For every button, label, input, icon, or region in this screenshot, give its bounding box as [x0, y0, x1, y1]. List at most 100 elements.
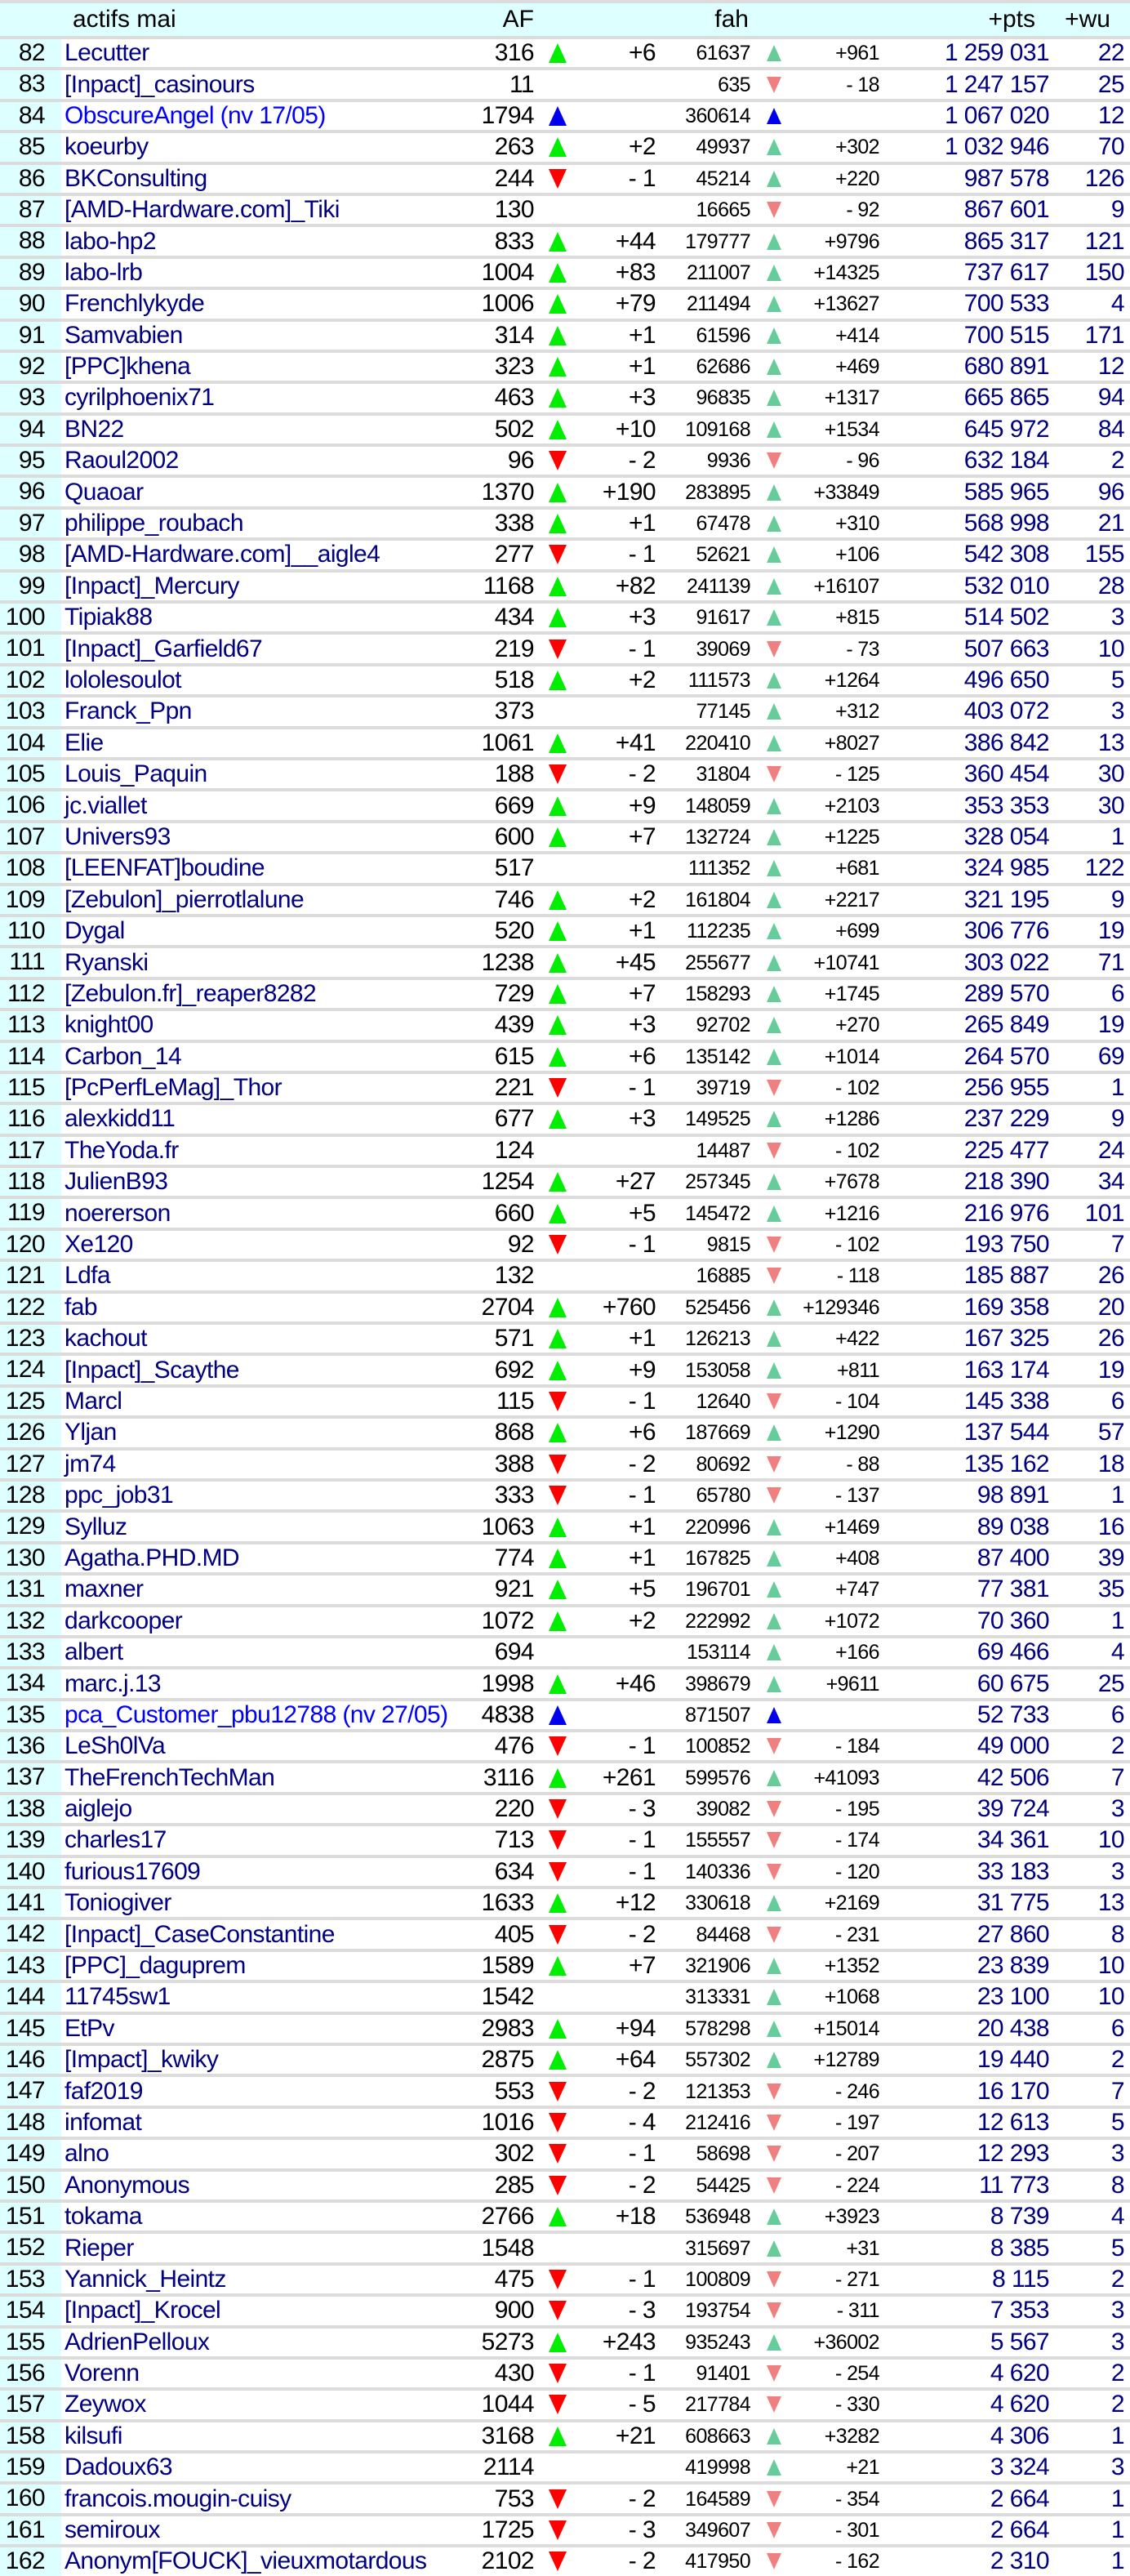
member-name-link[interactable]: Carbon_14	[65, 1042, 182, 1070]
member-name-link[interactable]: aiglejo	[65, 1795, 132, 1823]
member-name-link[interactable]: BKConsulting	[65, 164, 207, 192]
member-name-link[interactable]: 11745sw1	[65, 1983, 171, 2011]
member-name-link[interactable]: maxner	[65, 1575, 144, 1603]
member-name-link[interactable]: [Inpact]_casinours	[65, 70, 255, 98]
fah-value: 313331	[685, 1985, 750, 2009]
member-name-link[interactable]: Yannick_Heintz	[65, 2265, 226, 2293]
member-name-link[interactable]: lololesoulot	[65, 666, 182, 693]
member-name-link[interactable]: Rieper	[65, 2234, 134, 2262]
table-row: 145 EtPv 2983 +94 578298 +15014 20 438 6	[0, 2011, 1130, 2043]
member-name-link[interactable]: Yljan	[65, 1419, 117, 1446]
member-name-link[interactable]: ObscureAngel (nv 17/05)	[65, 101, 326, 129]
header-name[interactable]: actifs mai	[73, 6, 176, 33]
af-trend	[539, 1669, 576, 1697]
member-name-link[interactable]: albert	[65, 1638, 123, 1666]
member-name-link[interactable]: Elie	[65, 729, 104, 756]
member-name-link[interactable]: furious17609	[65, 1857, 201, 1885]
member-name-link[interactable]: Anonym[FOUCK]_vieuxmotardous	[65, 2547, 427, 2575]
member-name-link[interactable]: philippe_roubach	[65, 510, 244, 537]
member-name-link[interactable]: infomat	[65, 2108, 142, 2136]
member-name-link[interactable]: jm74	[65, 1450, 116, 1477]
rank-cell: 90	[0, 290, 61, 319]
member-name-link[interactable]: jc.viallet	[65, 791, 147, 819]
member-name-link[interactable]: labo-hp2	[65, 227, 157, 255]
header-fah[interactable]: fah	[714, 6, 749, 33]
member-name-link[interactable]: Anonymous	[65, 2171, 190, 2199]
member-name-link[interactable]: Ryanski	[65, 948, 149, 976]
header-wu[interactable]: +wu	[1065, 6, 1110, 33]
fah-value: 121353	[685, 2079, 750, 2103]
member-name-link[interactable]: tokama	[65, 2203, 142, 2231]
member-name-link[interactable]: Frenchlykyde	[65, 290, 205, 318]
member-name-link[interactable]: Dadoux63	[65, 2453, 173, 2481]
member-name-link[interactable]: knight00	[65, 1011, 153, 1039]
member-name-link[interactable]: JulienB93	[65, 1168, 168, 1196]
member-name-link[interactable]: [Zebulon]_pierrotlalune	[65, 885, 305, 913]
member-name-link[interactable]: [Inpact]_Garfield67	[65, 635, 263, 662]
member-name-link[interactable]: EtPv	[65, 2014, 115, 2042]
member-name-link[interactable]: ppc_job31	[65, 1482, 174, 1509]
member-name-link[interactable]: [Impact]_kwiky	[65, 2046, 219, 2074]
member-name-link[interactable]: pca_Customer_pbu12788 (nv 27/05)	[65, 1700, 448, 1728]
fah-trend	[755, 1513, 792, 1540]
member-name-link[interactable]: [LEENFAT]boudine	[65, 854, 265, 882]
member-name-link[interactable]: charles17	[65, 1826, 167, 1854]
member-name-link[interactable]: Univers93	[65, 822, 171, 850]
member-name-link[interactable]: Agatha.PHD.MD	[65, 1544, 240, 1571]
wu-gain: 6	[1110, 1700, 1125, 1728]
member-name-link[interactable]: [PcPerfLeMag]_Thor	[65, 1074, 282, 1102]
member-name-link[interactable]: Dygal	[65, 917, 125, 945]
table-row: 107 Univers93 600 +7 132724 +1225 328 054 1	[0, 819, 1130, 852]
member-name-link[interactable]: Raoul2002	[65, 447, 179, 475]
member-name-link[interactable]: [Inpact]_CaseConstantine	[65, 1920, 335, 1948]
member-name-link[interactable]: faf2019	[65, 2077, 144, 2105]
member-name-link[interactable]: Franck_Ppn	[65, 697, 192, 725]
fah-trend	[755, 2547, 792, 2575]
member-name-link[interactable]: kilsufi	[65, 2422, 122, 2449]
member-name-link[interactable]: Toniogiver	[65, 1889, 171, 1917]
member-name-link[interactable]: [PPC]khena	[65, 353, 191, 381]
member-name-link[interactable]: semiroux	[65, 2516, 161, 2544]
member-name-link[interactable]: labo-lrb	[65, 258, 143, 286]
member-name-link[interactable]: [AMD-Hardware.com]_Tiki	[65, 196, 340, 224]
member-name-link[interactable]: Ldfa	[65, 1262, 111, 1290]
member-name-link[interactable]: koeurby	[65, 133, 149, 161]
member-name-link[interactable]: [Inpact]_Mercury	[65, 572, 239, 599]
member-name-link[interactable]: [Inpact]_Krocel	[65, 2297, 221, 2324]
member-name-link[interactable]: TheYoda.fr	[65, 1136, 179, 1164]
member-name-link[interactable]: TheFrenchTechMan	[65, 1763, 275, 1791]
member-name-link[interactable]: Samvabien	[65, 321, 183, 349]
member-name-link[interactable]: [PPC]_daguprem	[65, 1952, 246, 1980]
wu-gain: 5	[1110, 666, 1125, 693]
member-name-link[interactable]: Xe120	[65, 1231, 133, 1259]
member-name-link[interactable]: alno	[65, 2140, 109, 2168]
header-pts[interactable]: +pts	[988, 6, 1035, 33]
member-name-link[interactable]: BN22	[65, 415, 124, 443]
rank-cell: 116	[0, 1105, 61, 1134]
member-name-link[interactable]: fab	[65, 1293, 98, 1321]
member-name-link[interactable]: Vorenn	[65, 2360, 140, 2387]
member-name-link[interactable]: noererson	[65, 1199, 171, 1227]
fah-value: 140336	[685, 1860, 750, 1883]
member-name-link[interactable]: [AMD-Hardware.com]__aigle4	[65, 541, 380, 568]
member-name-link[interactable]: [Zebulon.fr]_reaper8282	[65, 979, 317, 1007]
member-name-link[interactable]: LeSh0lVa	[65, 1732, 166, 1760]
member-name-link[interactable]: darkcooper	[65, 1607, 183, 1634]
member-name-link[interactable]: cyrilphoenix71	[65, 384, 215, 412]
member-name-link[interactable]: Lecutter	[65, 39, 149, 67]
member-name-link[interactable]: Marcl	[65, 1387, 122, 1415]
member-name-link[interactable]: marc.j.13	[65, 1669, 162, 1697]
member-name-link[interactable]: Sylluz	[65, 1513, 127, 1540]
wu-gain: 4	[1110, 2203, 1125, 2231]
member-name-link[interactable]: AdrienPelloux	[65, 2328, 210, 2355]
member-name-link[interactable]: alexkidd11	[65, 1105, 176, 1133]
fah-delta: +681	[835, 857, 880, 880]
member-name-link[interactable]: kachout	[65, 1325, 147, 1353]
member-name-link[interactable]: francois.mougin-cuisy	[65, 2485, 291, 2512]
member-name-link[interactable]: Louis_Paquin	[65, 760, 207, 788]
member-name-link[interactable]: Tipiak88	[65, 604, 153, 631]
member-name-link[interactable]: Quaoar	[65, 478, 144, 506]
member-name-link[interactable]: [Inpact]_Scaythe	[65, 1356, 239, 1384]
header-af[interactable]: AF	[502, 6, 534, 33]
member-name-link[interactable]: Zeywox	[65, 2391, 146, 2418]
